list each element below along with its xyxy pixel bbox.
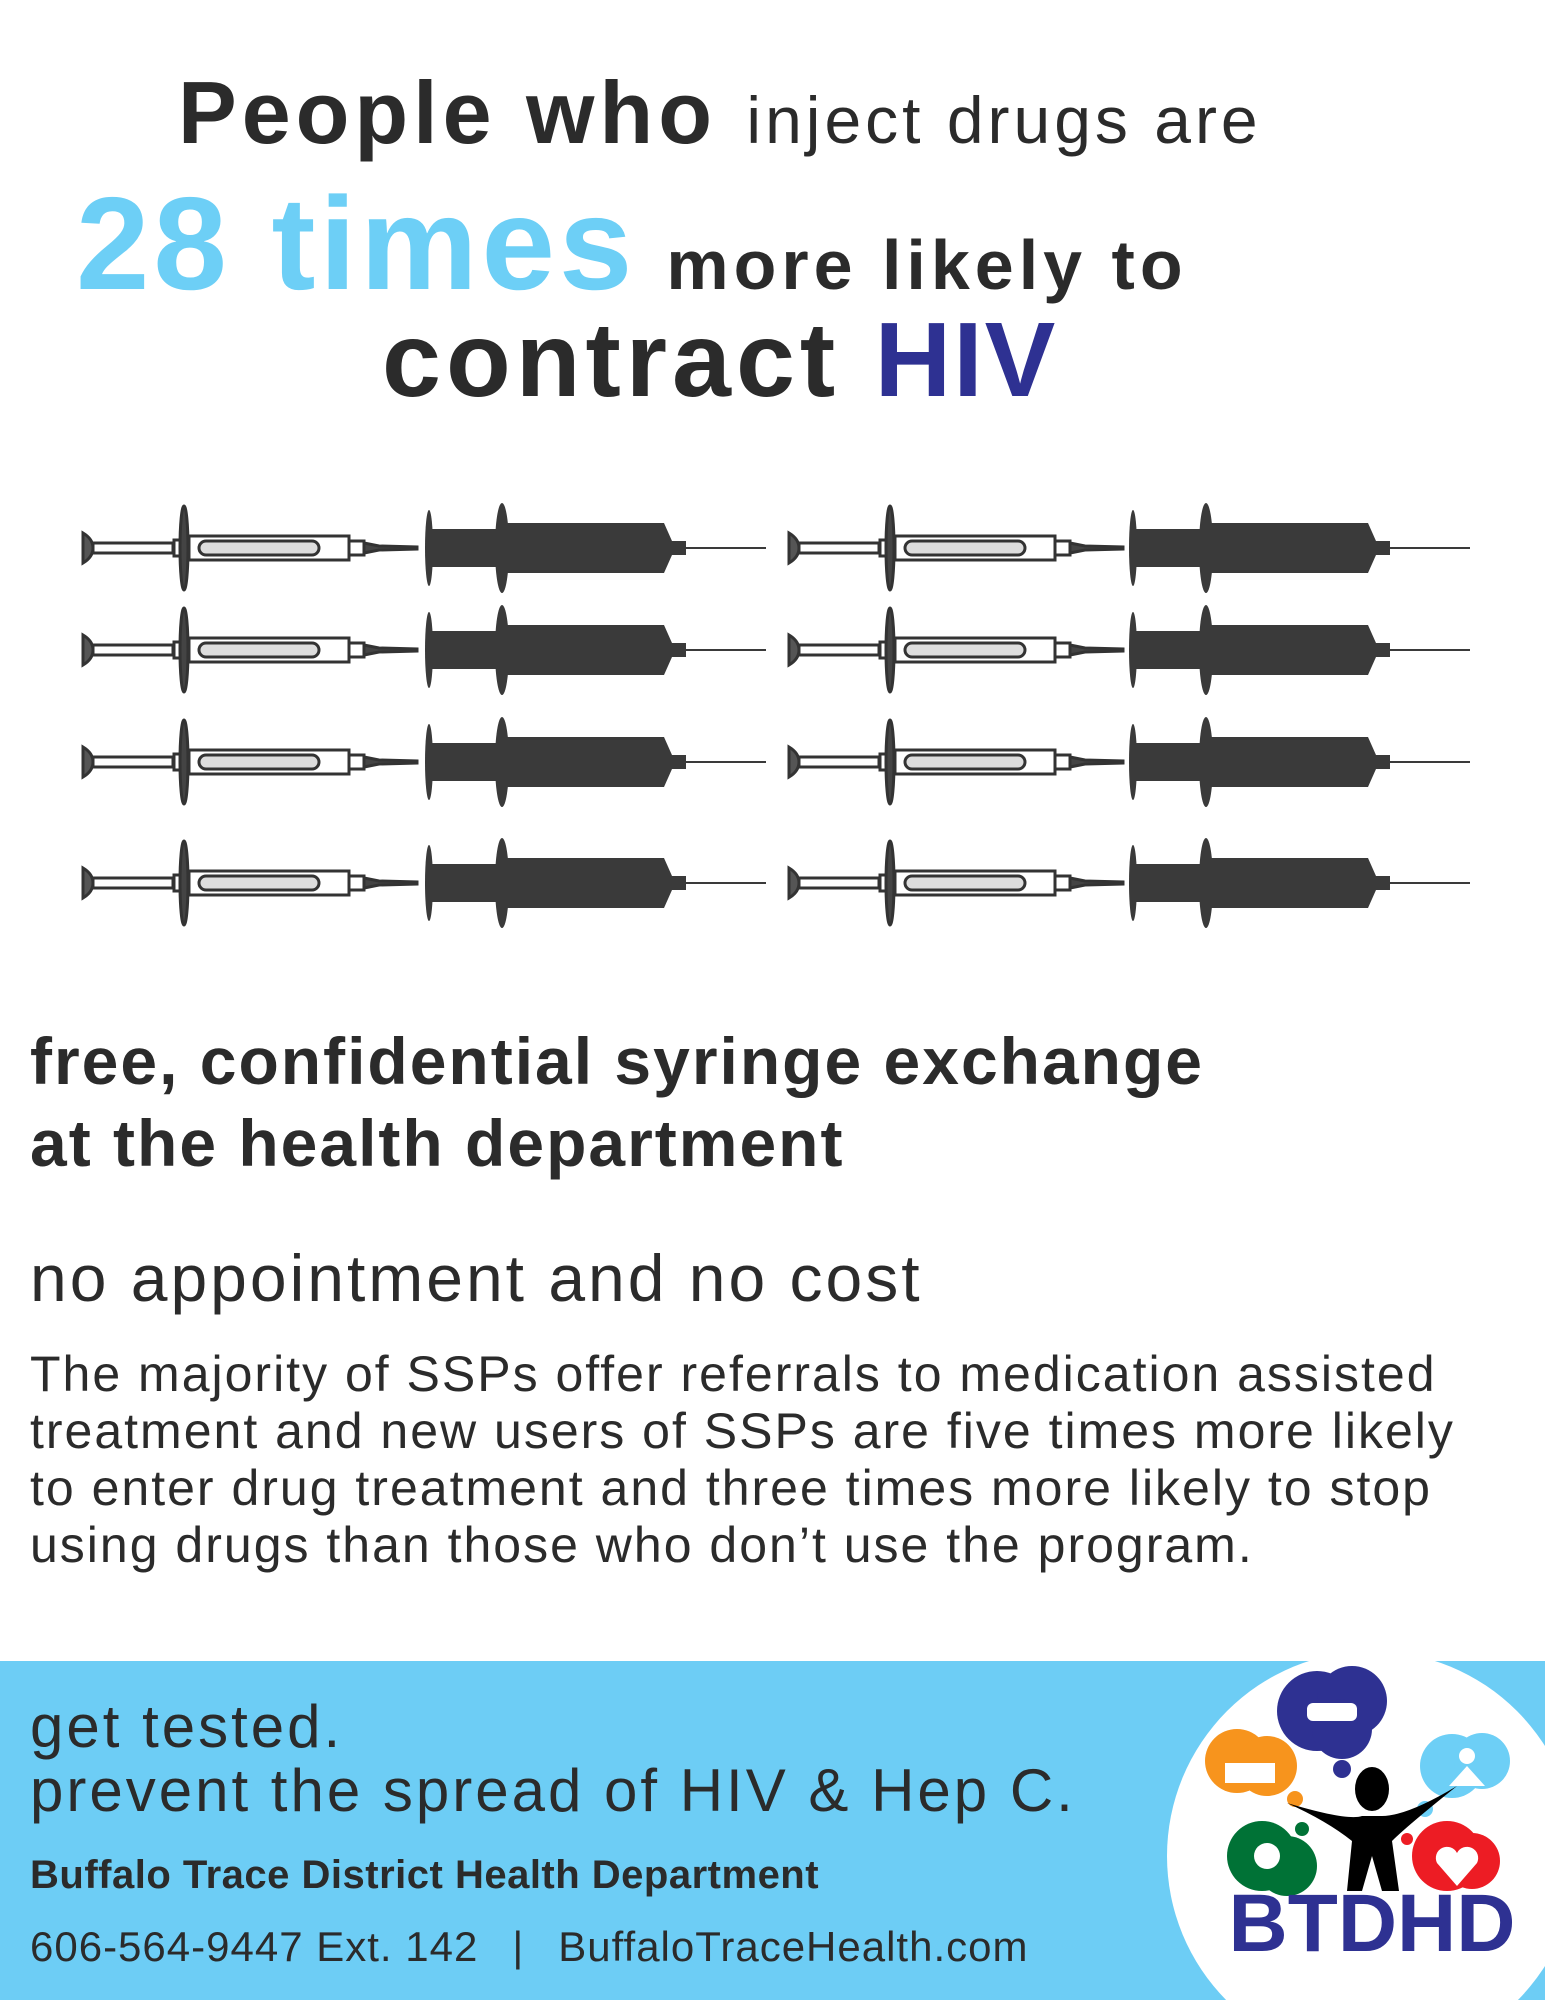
person-icon: [1287, 1767, 1457, 1891]
btdhd-logo: BTDHD: [1167, 1651, 1545, 2000]
headline-line-3: contract HIV: [382, 300, 1057, 421]
syringe-solid-icon: [424, 503, 769, 598]
headline-highlight: 28 times: [76, 170, 637, 317]
separator: |: [512, 1923, 525, 1970]
syringe-outline-icon: [79, 838, 419, 933]
food-cloud-icon: [1227, 1821, 1317, 1896]
headline-line-1: People who inject drugs are: [178, 62, 1262, 164]
shoe-cloud-icon: [1277, 1666, 1387, 1778]
syringe-solid-icon: [424, 717, 769, 812]
sleep-cloud-icon: [1205, 1729, 1303, 1807]
cta-line-1: get tested.: [30, 1693, 344, 1760]
syringe-solid-icon: [1128, 605, 1473, 700]
offer-paragraph: The majority of SSPs offer referrals to …: [30, 1346, 1455, 1573]
headline-light: inject drugs are: [746, 83, 1262, 157]
cta-line-2: prevent the spread of HIV & Hep C.: [30, 1757, 1076, 1824]
syringe-outline-icon: [785, 838, 1125, 933]
syringe-solid-icon: [424, 838, 769, 933]
syringe-solid-icon: [424, 605, 769, 700]
headline-line-2: 28 times more likely to: [76, 168, 1188, 319]
organization-name: Buffalo Trace District Health Department: [30, 1853, 820, 1897]
syringe-outline-icon: [79, 605, 419, 700]
offer-heading-line-2: at the health department: [30, 1106, 845, 1180]
offer-subhead: no appointment and no cost: [30, 1241, 923, 1315]
syringe-solid-icon: [1128, 717, 1473, 812]
phone-number: 606-564-9447 Ext. 142: [30, 1923, 479, 1970]
offer-heading: free, confidential syringe exchange at th…: [30, 1020, 1204, 1184]
offer-heading-line-1: free, confidential syringe exchange: [30, 1024, 1205, 1098]
contact-line: 606-564-9447 Ext. 142 | BuffaloTraceHealth…: [30, 1923, 1028, 1971]
syringe-outline-icon: [785, 717, 1125, 812]
logo-text: BTDHD: [1229, 1878, 1516, 1969]
syringe-outline-icon: [79, 717, 419, 812]
syringe-outline-icon: [785, 503, 1125, 598]
heart-cloud-icon: [1401, 1821, 1500, 1891]
syringe-solid-icon: [1128, 503, 1473, 598]
syringe-solid-icon: [1128, 838, 1473, 933]
headline-mid: more likely to: [666, 226, 1188, 304]
headline-bold: People who: [178, 63, 717, 162]
headline-hiv: HIV: [874, 301, 1058, 419]
headline-contract: contract: [382, 301, 841, 419]
website-link: BuffaloTraceHealth.com: [558, 1923, 1029, 1970]
syringe-outline-icon: [79, 503, 419, 598]
call-to-action: get tested. prevent the spread of HIV & H…: [30, 1695, 1076, 1823]
syringe-outline-icon: [785, 605, 1125, 700]
